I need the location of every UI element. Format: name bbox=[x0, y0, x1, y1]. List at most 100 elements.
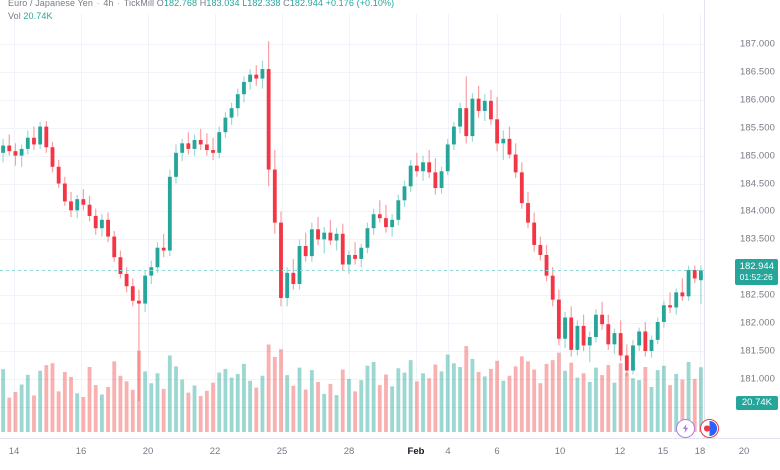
volume-bar bbox=[439, 371, 444, 432]
grid-line-horizontal bbox=[0, 406, 704, 408]
legend-volume-row[interactable]: Vol 20.74K bbox=[8, 11, 394, 22]
candle-body bbox=[402, 186, 407, 201]
price-tick-label: 184.500 bbox=[739, 178, 775, 190]
grid-line-horizontal bbox=[0, 99, 704, 101]
volume-bar bbox=[186, 392, 191, 433]
candle-body bbox=[563, 317, 567, 339]
candle-body bbox=[235, 94, 240, 109]
volume-bar bbox=[235, 373, 240, 433]
volume-bar bbox=[272, 357, 277, 432]
volume-bar bbox=[285, 375, 290, 433]
volume-bar bbox=[359, 380, 364, 433]
legend-close-key: C bbox=[283, 0, 290, 8]
volume-bar bbox=[56, 391, 61, 433]
candle-wick bbox=[379, 200, 381, 223]
volume-bar bbox=[550, 360, 555, 433]
candle-body bbox=[124, 273, 129, 287]
candle-body bbox=[38, 126, 43, 145]
volume-bar bbox=[538, 383, 543, 432]
time-tick-label: 10 bbox=[554, 446, 566, 457]
grid-line-horizontal bbox=[0, 378, 704, 380]
candle-body bbox=[686, 270, 691, 297]
legend-symbol-row[interactable]: Euro / Japanese Yen · 4h · TickMill O182… bbox=[8, 0, 394, 9]
candle-body bbox=[371, 214, 376, 229]
candle-body bbox=[556, 299, 561, 339]
candle-wick bbox=[681, 278, 683, 301]
volume-bar bbox=[167, 355, 172, 432]
volume-bar bbox=[291, 385, 296, 432]
candle-body bbox=[118, 257, 123, 274]
candle-body bbox=[242, 81, 246, 95]
volume-bar bbox=[569, 362, 574, 433]
candle-body bbox=[612, 333, 617, 345]
price-tick-label: 181.500 bbox=[739, 345, 775, 357]
candle-body bbox=[93, 215, 98, 229]
candlestick-series bbox=[1, 41, 703, 402]
legend-symbol[interactable]: Euro / Japanese Yen bbox=[8, 0, 93, 8]
contrast-circle-icon bbox=[701, 420, 718, 437]
price-pane[interactable] bbox=[0, 14, 704, 433]
candle-body bbox=[285, 272, 290, 298]
price-tick-label: 183.500 bbox=[739, 233, 775, 245]
candle-wick bbox=[163, 233, 165, 258]
candle-body bbox=[99, 219, 104, 229]
time-tick-label: 28 bbox=[343, 446, 355, 457]
time-tick-label: 16 bbox=[75, 446, 87, 457]
candle-wick bbox=[669, 292, 671, 314]
theme-toggle-button[interactable] bbox=[700, 419, 719, 438]
volume-bar bbox=[606, 365, 611, 433]
volume-bar bbox=[137, 350, 141, 432]
time-scale[interactable]: 14 16 20 22 25 28 Feb 4 6 10 12 15 18 20 bbox=[0, 438, 780, 470]
grid-line-vertical bbox=[700, 14, 701, 432]
candle-body bbox=[674, 292, 679, 308]
volume-bar bbox=[563, 370, 567, 432]
candle-body bbox=[680, 292, 685, 297]
grid-line-vertical bbox=[663, 14, 664, 432]
candle-body bbox=[550, 275, 555, 300]
volume-bar bbox=[112, 361, 117, 433]
candle-body bbox=[439, 171, 444, 188]
candle-body bbox=[328, 232, 333, 241]
volume-bar bbox=[334, 395, 339, 433]
candle-body bbox=[25, 137, 30, 149]
candle-body bbox=[482, 100, 487, 111]
volume-bar bbox=[69, 377, 73, 432]
candle-body bbox=[600, 314, 605, 325]
volume-bar bbox=[198, 396, 203, 432]
candle-body bbox=[575, 325, 580, 350]
alert-button[interactable] bbox=[676, 419, 695, 438]
volume-bar bbox=[501, 380, 506, 432]
volume-bar bbox=[513, 366, 518, 433]
candle-body bbox=[167, 176, 172, 251]
volume-bar bbox=[433, 364, 438, 432]
legend-interval[interactable]: 4h bbox=[103, 0, 114, 8]
bar-countdown: 01:52:26 bbox=[739, 272, 773, 283]
volume-bar bbox=[81, 397, 86, 432]
candle-body bbox=[501, 138, 506, 144]
legend-low-key: L bbox=[242, 0, 248, 8]
volume-bar bbox=[309, 370, 314, 433]
volume-bar bbox=[384, 374, 388, 432]
volume-bar bbox=[408, 360, 413, 433]
lightning-bolt-icon bbox=[682, 423, 689, 434]
grid-line-horizontal bbox=[0, 239, 704, 241]
volume-bar bbox=[25, 374, 30, 432]
candle-body bbox=[390, 219, 395, 228]
volume-bar bbox=[143, 371, 148, 432]
volume-bar bbox=[371, 362, 376, 432]
candle-body bbox=[297, 246, 302, 285]
candle-body bbox=[81, 199, 86, 205]
candle-body bbox=[655, 321, 660, 340]
price-scale[interactable]: 187.000 186.500 186.000 185.500 185.000 184.5… bbox=[704, 0, 780, 438]
volume-bar bbox=[340, 369, 345, 432]
candle-body bbox=[50, 147, 55, 167]
legend-exchange[interactable]: TickMill bbox=[123, 0, 155, 8]
price-tick-label: 187.000 bbox=[739, 38, 775, 50]
volume-bar bbox=[532, 369, 537, 432]
price-tick-label: 182.000 bbox=[739, 317, 775, 329]
candle-body bbox=[427, 162, 432, 173]
candle-body bbox=[414, 165, 419, 172]
legend-volume-value: 20.74K bbox=[23, 11, 53, 21]
volume-bar bbox=[612, 382, 617, 433]
volume-bar bbox=[482, 376, 487, 433]
